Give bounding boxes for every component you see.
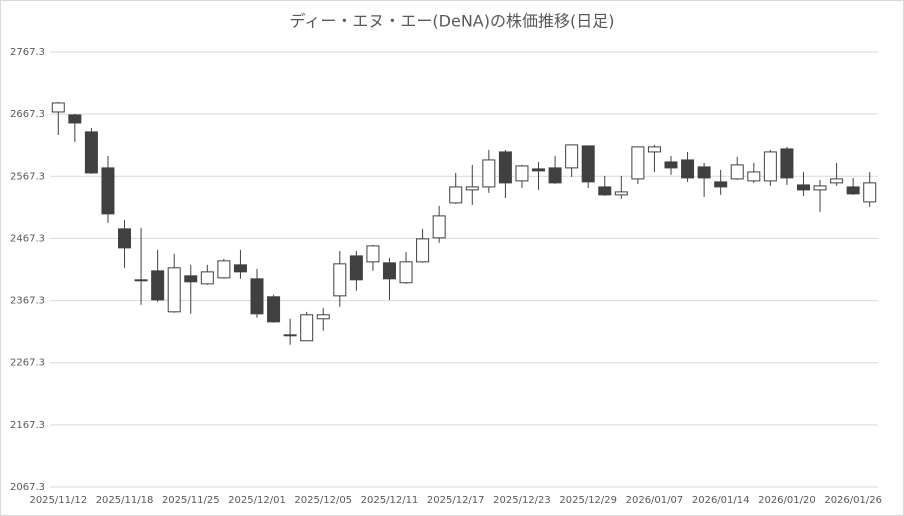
x-tick-label: 2026/01/20 xyxy=(758,495,816,506)
candle-body xyxy=(134,279,148,282)
candle-body xyxy=(184,275,198,283)
candle-body xyxy=(863,182,877,203)
candle-body xyxy=(796,184,810,191)
candle-body xyxy=(548,167,562,184)
candle-body xyxy=(664,161,678,169)
candle-body xyxy=(399,261,413,284)
candle-body xyxy=(598,186,612,196)
candle-body xyxy=(747,171,761,182)
candle-body xyxy=(565,144,579,169)
candle-body xyxy=(714,181,728,188)
candle-body xyxy=(349,255,363,281)
candle-body xyxy=(432,215,446,239)
chart-title: ディー・エヌ・エー(DeNA)の株価推移(日足) xyxy=(290,12,615,31)
candle-body xyxy=(532,168,546,172)
candle-body xyxy=(846,186,860,195)
candle-body xyxy=(730,164,744,180)
candle-body xyxy=(482,159,496,188)
candle-body xyxy=(68,114,82,124)
candle-body xyxy=(51,102,65,113)
candle-body xyxy=(316,314,330,320)
candle-body xyxy=(780,148,794,179)
candle-body xyxy=(118,228,132,249)
x-tick-label: 2026/01/07 xyxy=(626,495,684,506)
candle-body xyxy=(151,270,165,301)
candle-body xyxy=(167,267,181,313)
candle-body xyxy=(283,334,297,337)
y-tick-label: 2167.3 xyxy=(10,420,45,431)
y-tick-label: 2567.3 xyxy=(10,171,45,182)
x-tick-label: 2025/11/18 xyxy=(96,495,154,506)
candle-body xyxy=(250,278,264,315)
candle-body xyxy=(813,185,827,191)
candle-body xyxy=(830,178,844,184)
candle-body xyxy=(101,167,115,215)
x-tick-label: 2025/12/29 xyxy=(559,495,617,506)
candle-body xyxy=(581,145,595,183)
y-tick-label: 2267.3 xyxy=(10,358,45,369)
candle-body xyxy=(647,146,661,153)
y-tick-label: 2367.3 xyxy=(10,296,45,307)
y-tick-label: 2067.3 xyxy=(10,482,45,493)
candle-body xyxy=(465,186,479,191)
x-tick-label: 2025/12/01 xyxy=(228,495,286,506)
x-tick-label: 2025/12/17 xyxy=(427,495,485,506)
candle-body xyxy=(763,151,777,182)
candle-body xyxy=(84,131,98,174)
candle-body xyxy=(681,159,695,179)
x-tick-label: 2025/11/25 xyxy=(162,495,220,506)
y-tick-label: 2467.3 xyxy=(10,233,45,244)
x-tick-label: 2026/01/14 xyxy=(692,495,750,506)
candle-body xyxy=(200,271,214,285)
candle-body xyxy=(449,186,463,204)
candle-body xyxy=(631,146,645,180)
candle-body xyxy=(217,260,231,279)
candle-body xyxy=(233,264,247,273)
x-tick-label: 2025/12/23 xyxy=(493,495,551,506)
y-tick-label: 2667.3 xyxy=(10,109,45,120)
candle-body xyxy=(614,191,628,196)
candle-body xyxy=(416,238,430,263)
candle-body xyxy=(366,245,380,263)
candle-body xyxy=(267,296,281,323)
x-tick-label: 2025/12/05 xyxy=(294,495,352,506)
candle-body xyxy=(498,151,512,184)
candle-body xyxy=(382,262,396,280)
candle-body xyxy=(515,165,529,182)
x-tick-label: 2026/01/26 xyxy=(824,495,882,506)
y-tick-label: 2767.3 xyxy=(10,47,45,58)
candle-body xyxy=(333,263,347,297)
x-tick-label: 2025/11/12 xyxy=(29,495,87,506)
candle-body xyxy=(697,166,711,179)
candle-body xyxy=(300,314,314,342)
x-tick-label: 2025/12/11 xyxy=(361,495,419,506)
